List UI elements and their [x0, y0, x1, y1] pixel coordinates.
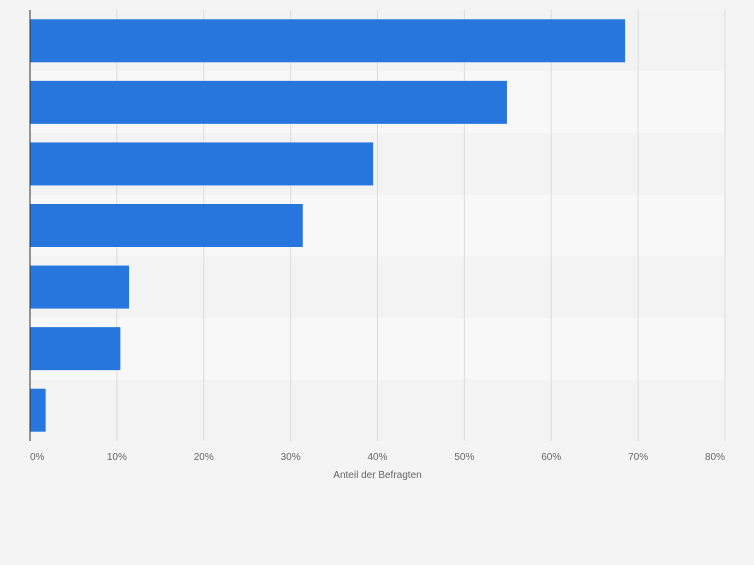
x-tick-label: 0%	[30, 452, 45, 463]
bar[interactable]	[30, 19, 626, 63]
x-tick-label: 30%	[281, 452, 301, 463]
x-tick-label: 20%	[194, 452, 214, 463]
x-tick-label: 60%	[541, 452, 561, 463]
bar[interactable]	[30, 80, 507, 124]
bar[interactable]	[30, 142, 374, 186]
x-tick-label: 80%	[705, 452, 725, 463]
x-axis-title: Anteil der Befragten	[333, 470, 421, 481]
bar[interactable]	[30, 265, 130, 309]
x-axis-ticks: 0% 10% 20% 30% 40% 50% 60% 70% 80%	[30, 452, 725, 463]
bar[interactable]	[30, 327, 121, 371]
bars	[30, 19, 626, 432]
x-tick-label: 40%	[367, 452, 387, 463]
x-tick-label: 70%	[628, 452, 648, 463]
bar[interactable]	[30, 204, 303, 247]
x-tick-label: 50%	[454, 452, 474, 463]
bar[interactable]	[30, 388, 46, 432]
x-tick-label: 10%	[107, 452, 127, 463]
